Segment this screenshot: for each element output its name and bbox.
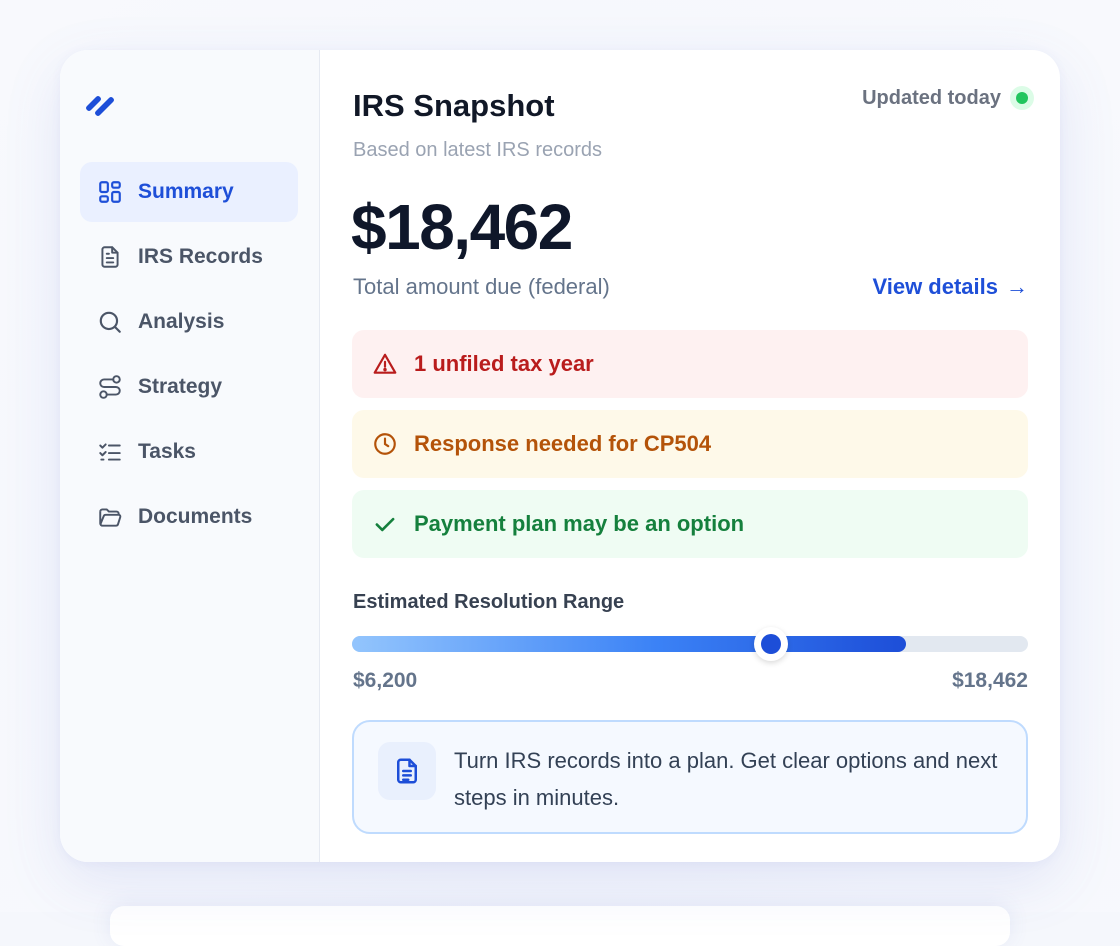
document-icon	[97, 244, 123, 270]
check-icon	[372, 511, 398, 537]
sidebar-item-analysis[interactable]: Analysis	[80, 292, 298, 352]
sidebar: Summary IRS Records Analysis	[60, 50, 320, 862]
info-callout: Turn IRS records into a plan. Get clear …	[352, 720, 1028, 834]
view-details-label: View details	[872, 274, 998, 299]
alert-unfiled-year[interactable]: 1 unfiled tax year	[352, 330, 1028, 398]
sidebar-item-label: IRS Records	[138, 245, 263, 268]
sidebar-item-strategy[interactable]: Strategy	[80, 357, 298, 417]
update-status: Updated today	[862, 86, 1034, 110]
total-amount: $18,462	[351, 191, 573, 263]
clock-icon	[372, 431, 398, 457]
page-subtitle: Based on latest IRS records	[353, 139, 603, 161]
status-dot-icon	[1010, 86, 1034, 110]
range-title: Estimated Resolution Range	[353, 591, 625, 613]
document-icon	[378, 742, 436, 800]
sidebar-item-tasks[interactable]: Tasks	[80, 422, 298, 482]
arrow-right-icon: →	[1006, 274, 1028, 299]
page-title: IRS Snapshot	[353, 88, 555, 123]
snapshot-main: IRS Snapshot Based on latest IRS records…	[320, 50, 1060, 862]
route-icon	[97, 374, 123, 400]
sidebar-item-documents[interactable]: Documents	[80, 487, 298, 547]
sidebar-item-label: Strategy	[138, 375, 223, 398]
alert-cp504-response[interactable]: Response needed for CP504	[352, 410, 1028, 478]
sidebar-nav: Summary IRS Records Analysis	[80, 162, 298, 552]
range-fill	[352, 636, 907, 652]
info-text: Turn IRS records into a plan. Get clear …	[454, 748, 998, 810]
sidebar-item-summary[interactable]: Summary	[80, 162, 298, 222]
search-icon	[97, 309, 123, 335]
next-card-edge	[110, 906, 1010, 946]
update-status-label: Updated today	[862, 86, 1001, 109]
folder-open-icon	[97, 504, 123, 530]
sidebar-item-label: Documents	[138, 505, 253, 528]
alert-payment-plan[interactable]: Payment plan may be an option	[352, 490, 1028, 558]
sidebar-item-label: Analysis	[138, 310, 225, 333]
snapshot-card: Summary IRS Records Analysis	[60, 50, 1060, 862]
alert-text: Payment plan may be an option	[414, 511, 745, 536]
range-thumb[interactable]	[754, 627, 789, 661]
total-amount-label: Total amount due (federal)	[353, 274, 610, 299]
layout-grid-icon	[97, 179, 123, 205]
checklist-icon	[97, 439, 123, 465]
warning-triangle-icon	[372, 351, 398, 377]
alert-text: Response needed for CP504	[414, 431, 712, 456]
sidebar-item-label: Tasks	[138, 440, 196, 463]
alert-text: 1 unfiled tax year	[414, 351, 594, 376]
resolution-range-slider[interactable]	[352, 627, 1028, 661]
range-min-label: $6,200	[353, 669, 418, 692]
view-details-link[interactable]: View details →	[872, 274, 1028, 300]
sidebar-item-label: Summary	[138, 180, 234, 203]
sidebar-item-irs-records[interactable]: IRS Records	[80, 227, 298, 287]
range-max-label: $18,462	[952, 669, 1028, 692]
brand-logo-icon[interactable]	[84, 90, 122, 118]
